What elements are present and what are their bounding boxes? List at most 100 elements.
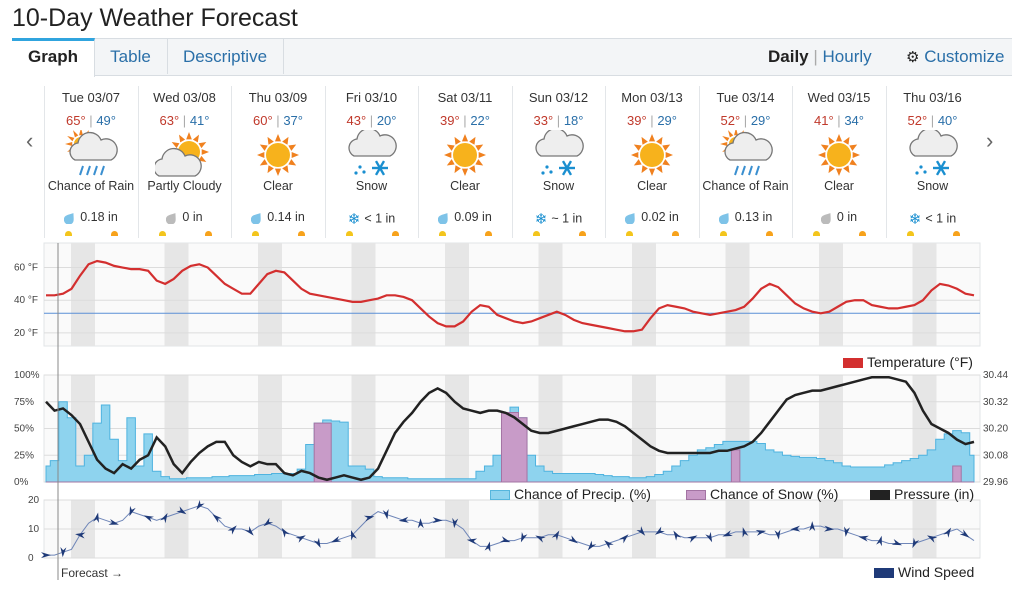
night-band xyxy=(164,243,189,346)
wind-arrow xyxy=(551,530,560,541)
sunset-icon xyxy=(578,231,586,236)
snow-area xyxy=(46,411,974,483)
day-column[interactable]: Wed 03/08 63° | 41° Partly Cloudy 0 in xyxy=(137,86,231,238)
precip-value: 0 in xyxy=(182,210,203,224)
condition-text: Chance of Rain xyxy=(702,179,789,193)
gear-icon: ⚙ xyxy=(906,49,920,66)
day-column[interactable]: Sun 03/12 33° | 18° Snow ❄ ~ 1 in xyxy=(511,86,605,238)
legend-label: Pressure (in) xyxy=(894,486,975,502)
low-temp: 40° xyxy=(937,113,958,128)
precip-value: < 1 in xyxy=(925,211,957,226)
legend-wind: Wind Speed xyxy=(874,564,974,580)
day-column[interactable]: Thu 03/16 52° | 40° Snow ❄ < 1 in xyxy=(885,86,979,238)
sun-moon-marks xyxy=(419,231,511,237)
wind-arrow xyxy=(227,525,237,535)
low-temp: 41° xyxy=(189,113,210,128)
legend-pressure: Pressure (in) xyxy=(870,486,974,502)
sunset-icon xyxy=(672,231,679,236)
wind-arrow xyxy=(330,535,342,543)
sunset-icon xyxy=(952,231,960,236)
wind-arrow xyxy=(398,516,409,523)
night-band xyxy=(351,243,376,346)
partly-cloudy-icon xyxy=(154,132,209,177)
wind-arrow xyxy=(417,518,424,529)
condition-text: Clear xyxy=(824,179,854,193)
day-column[interactable]: Fri 03/10 43° | 20° Snow ❄ < 1 in xyxy=(324,86,418,238)
wind-arrow xyxy=(722,530,733,537)
rain-icon xyxy=(719,130,773,176)
y-tick-label: 20 °F xyxy=(14,328,38,339)
hourly-toggle[interactable]: Hourly xyxy=(822,47,872,66)
wind-arrow xyxy=(263,517,274,527)
tab-table[interactable]: Table xyxy=(94,39,168,74)
tab-descriptive[interactable]: Descriptive xyxy=(167,39,284,74)
precip-amount: 0.18 in xyxy=(45,210,137,225)
high-temp: 60° xyxy=(253,113,273,128)
night-band xyxy=(71,243,95,346)
prev-arrow[interactable]: ‹ xyxy=(26,128,34,153)
customize-button[interactable]: ⚙ Customize xyxy=(906,39,1005,74)
sunset-icon xyxy=(485,231,492,236)
sun-moon-marks xyxy=(887,231,979,237)
sunrise-icon xyxy=(439,231,446,236)
day-column[interactable]: Wed 03/15 41° | 34° Clear 0 in xyxy=(792,86,885,238)
precip-amount: 0.13 in xyxy=(700,210,792,225)
day-column[interactable]: Mon 03/13 39° | 29° Clear 0.02 in xyxy=(605,86,698,238)
precip-value: 0.13 in xyxy=(734,210,773,224)
precip-amount: ❄ < 1 in xyxy=(326,210,418,228)
day-date: Thu 03/09 xyxy=(248,90,308,105)
sun-moon-marks xyxy=(606,231,698,237)
day-date: Wed 03/15 xyxy=(807,90,871,105)
day-temps: 52° | 40° xyxy=(907,113,958,128)
y-tick-label: 75% xyxy=(14,397,34,408)
condition-text: Chance of Rain xyxy=(47,179,135,193)
day-column[interactable]: Tue 03/07 65° | 49° Chance of Rain 0.18 … xyxy=(44,86,137,238)
daily-toggle[interactable]: Daily xyxy=(768,47,809,66)
y-tick-label: 0% xyxy=(14,477,29,488)
night-band xyxy=(538,243,563,346)
legend-swatch xyxy=(874,568,894,579)
wind-arrow xyxy=(809,521,816,532)
low-temp: 18° xyxy=(563,113,584,128)
wind-arrow xyxy=(927,535,938,543)
next-arrow[interactable]: › xyxy=(986,128,994,153)
y-tick-label: 40 °F xyxy=(14,295,38,306)
low-temp: 49° xyxy=(96,113,116,128)
night-band xyxy=(258,243,282,346)
wind-arrow xyxy=(176,506,187,515)
sunrise-icon xyxy=(906,231,914,236)
y-right-tick-label: 30.08 xyxy=(983,450,1008,461)
wind-arrow xyxy=(313,537,321,548)
sunset-icon xyxy=(111,231,118,236)
high-temp: 39° xyxy=(440,113,460,128)
customize-label: Customize xyxy=(924,47,1005,66)
y-tick-label: 50% xyxy=(14,424,34,435)
day-column[interactable]: Tue 03/14 52° | 29° Chance of Rain 0.13 … xyxy=(698,86,792,238)
sunset-icon xyxy=(765,231,773,236)
low-temp: 29° xyxy=(750,113,771,128)
snow-icon xyxy=(534,130,584,176)
precip-value: ~ 1 in xyxy=(551,211,583,226)
day-column[interactable]: Thu 03/09 60° | 37° Clear 0.14 in xyxy=(231,86,324,238)
wind-arrow xyxy=(636,526,646,536)
wind-arrow xyxy=(755,530,767,536)
wind-arrow xyxy=(520,531,528,543)
wind-arrow xyxy=(466,538,478,545)
legend-swatch xyxy=(490,490,510,501)
wind-arrow xyxy=(824,525,835,532)
sunset-icon xyxy=(391,231,399,236)
wind-arrow xyxy=(75,532,86,539)
wind-arrow xyxy=(742,527,749,538)
wind-arrow xyxy=(959,529,970,538)
wind-arrow xyxy=(244,526,254,536)
sunset-icon xyxy=(859,231,866,236)
condition-text: Clear xyxy=(263,179,293,193)
condition-text: Clear xyxy=(450,179,480,193)
precip-value: 0.02 in xyxy=(641,210,679,224)
high-temp: 43° xyxy=(346,113,367,128)
rain-icon xyxy=(65,130,118,176)
wind-arrow xyxy=(687,535,698,543)
tab-graph[interactable]: Graph xyxy=(12,38,95,77)
day-column[interactable]: Sat 03/11 39° | 22° Clear 0.09 in xyxy=(418,86,511,238)
